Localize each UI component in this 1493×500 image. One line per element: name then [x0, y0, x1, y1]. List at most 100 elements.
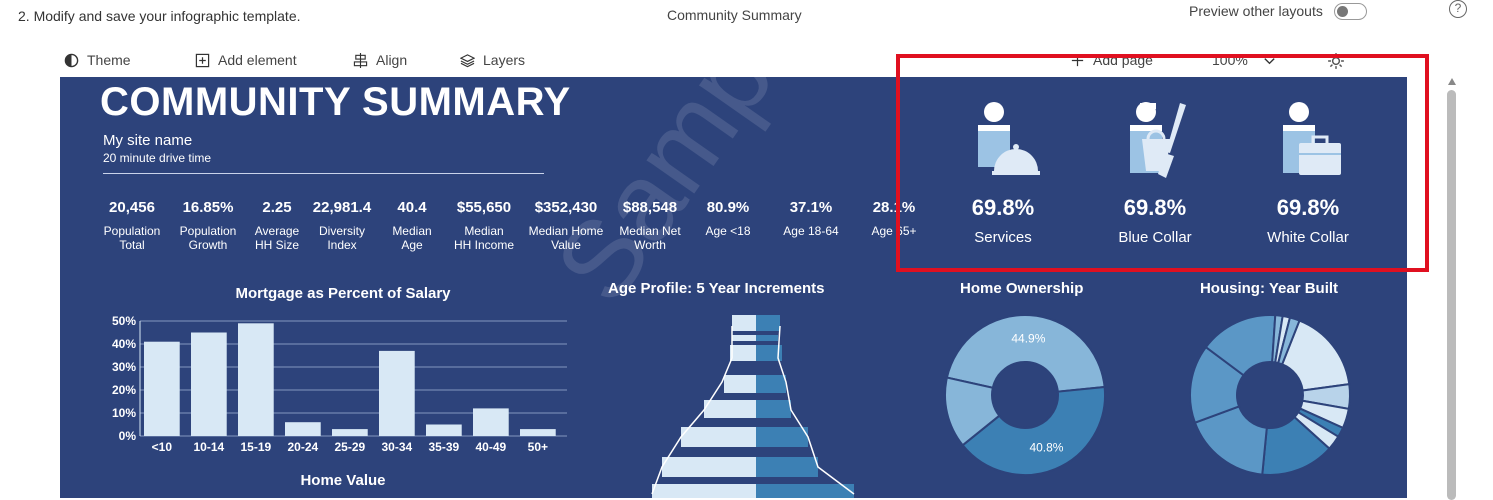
scroll-thumb[interactable] [1447, 90, 1456, 500]
y-tick-label: 40% [112, 337, 136, 351]
mortgage-bar-chart[interactable]: 50% 40% 30% 20% 10% 0% <10 10-14 15-19 20-24 25-29… [100, 309, 580, 459]
job-blue-collar[interactable]: 69.8% Blue Collar [1085, 99, 1225, 246]
stat-value: $88,548 [622, 199, 678, 216]
stat-label-line2: Age [401, 238, 423, 252]
donut-slice [945, 314, 1106, 393]
document-title: Community Summary [667, 7, 802, 23]
stat-value: 37.1% [789, 199, 833, 216]
stat-value: 22,981.4 [312, 199, 372, 216]
stat-label: Median Net Worth [610, 224, 690, 252]
x-tick-label: 40-49 [476, 440, 507, 454]
stat-item[interactable]: 37.1% Age 18-64 [771, 199, 851, 238]
stat-item[interactable]: 16.85% Population Growth [168, 199, 248, 252]
y-tick-label: 20% [112, 383, 136, 397]
y-tick-label: 0% [119, 429, 137, 443]
x-tick-label: 25-29 [335, 440, 366, 454]
stat-label-line1: Average [254, 224, 300, 238]
donut-slice [961, 385, 1106, 476]
infographic-canvas[interactable]: COMMUNITY SUMMARY My site name 20 minute… [60, 77, 1407, 498]
age-profile-title: Age Profile: 5 Year Increments [608, 280, 825, 297]
stat-item[interactable]: 80.9% Age <18 [688, 199, 768, 238]
donut-label: 44.9% [1011, 332, 1045, 346]
stat-label: Age <18 [688, 224, 768, 238]
stat-value: 16.85% [182, 199, 234, 216]
align-label: Align [376, 52, 408, 68]
stat-label: Median HH Income [444, 224, 524, 252]
y-tick-label: 10% [112, 406, 136, 420]
help-icon[interactable]: ? [1449, 0, 1467, 18]
stat-label-line2: Value [551, 238, 581, 252]
stat-item[interactable]: 20,456 Population Total [92, 199, 172, 252]
mortgage-bar [238, 323, 274, 436]
align-button[interactable]: Align [353, 52, 407, 68]
add-element-button[interactable]: Add element [195, 52, 297, 68]
align-icon [353, 52, 368, 68]
scroll-up-arrow[interactable] [1448, 78, 1456, 85]
stat-item[interactable]: 40.4 Median Age [372, 199, 452, 252]
housing-year-donut[interactable] [1185, 310, 1355, 480]
layers-icon [460, 53, 475, 67]
mortgage-bar [520, 429, 556, 436]
y-tick-label: 30% [112, 360, 136, 374]
title-divider [103, 173, 544, 174]
stat-label-line2: HH Size [254, 238, 299, 252]
mortgage-chart-title: Mortgage as Percent of Salary [235, 285, 451, 302]
home-value-title: Home Value [300, 472, 386, 489]
stat-value: $352,430 [534, 199, 598, 216]
white-collar-worker-icon [1283, 102, 1341, 175]
site-subtitle[interactable]: 20 minute drive time [103, 151, 212, 165]
stat-label-line2: Total [119, 238, 145, 252]
layers-label: Layers [483, 52, 526, 68]
site-name[interactable]: My site name [103, 132, 193, 149]
stat-item[interactable]: 2.25 Average HH Size [237, 199, 317, 252]
toggle-knob [1337, 6, 1348, 17]
layers-button[interactable]: Layers [460, 52, 525, 68]
mortgage-bar [379, 350, 415, 436]
stat-label-line1: Age 65+ [871, 224, 917, 238]
preview-layouts-label: Preview other layouts [1189, 3, 1323, 19]
stat-label-line2: Worth [634, 238, 666, 252]
x-tick-label: 30-34 [382, 440, 413, 454]
y-tick-label: 50% [112, 314, 136, 328]
stat-item[interactable]: $55,650 Median HH Income [444, 199, 524, 252]
stat-item[interactable]: 22,981.4 Diversity Index [302, 199, 382, 252]
stat-label: Diversity Index [302, 224, 382, 252]
services-pct: 69.8% [971, 195, 1035, 220]
blue-collar-label: Blue Collar [1118, 229, 1192, 246]
age-profile-pyramid[interactable] [635, 312, 885, 498]
stat-value: $55,650 [456, 199, 512, 216]
stat-value: 80.9% [706, 199, 750, 216]
stat-label: Age 18-64 [771, 224, 851, 238]
add-element-icon [195, 53, 210, 67]
pyramid-male-line [777, 325, 855, 495]
infographic-title[interactable]: COMMUNITY SUMMARY [100, 80, 571, 124]
stat-label-line1: Age 18-64 [783, 224, 839, 238]
job-white-collar[interactable]: 69.8% White Collar [1238, 99, 1378, 246]
stat-value: 40.4 [397, 199, 427, 216]
blue-collar-pct: 69.8% [1123, 195, 1187, 220]
stat-item[interactable]: 28.1% Age 65+ [854, 199, 934, 238]
x-tick-label: 10-14 [194, 440, 225, 454]
home-ownership-donut[interactable]: 44.9% 40.8% [940, 310, 1110, 480]
x-tick-label: <10 [152, 440, 173, 454]
stat-item[interactable]: $88,548 Median Net Worth [610, 199, 690, 252]
job-services[interactable]: 69.8% Services [933, 99, 1073, 246]
blue-collar-worker-icon [1130, 102, 1186, 178]
chevron-down-icon [1264, 57, 1275, 64]
home-ownership-title: Home Ownership [960, 280, 1084, 297]
housing-year-title: Housing: Year Built [1199, 280, 1339, 297]
preview-layouts-toggle[interactable] [1334, 3, 1367, 20]
stat-label-line1: Age <18 [705, 224, 751, 238]
white-collar-pct: 69.8% [1276, 195, 1340, 220]
stat-label: Population Total [92, 224, 172, 252]
theme-button[interactable]: Theme [64, 52, 131, 68]
add-element-label: Add element [218, 52, 297, 68]
stat-label-line2: HH Income [453, 238, 515, 252]
services-worker-icon [978, 102, 1040, 175]
mortgage-bar [191, 332, 227, 436]
stat-item[interactable]: $352,430 Median Home Value [526, 199, 606, 252]
canvas-scrollbar[interactable] [1446, 78, 1458, 500]
mortgage-bar [426, 424, 462, 436]
x-tick-label: 50+ [528, 440, 548, 454]
mortgage-bar [332, 429, 368, 436]
